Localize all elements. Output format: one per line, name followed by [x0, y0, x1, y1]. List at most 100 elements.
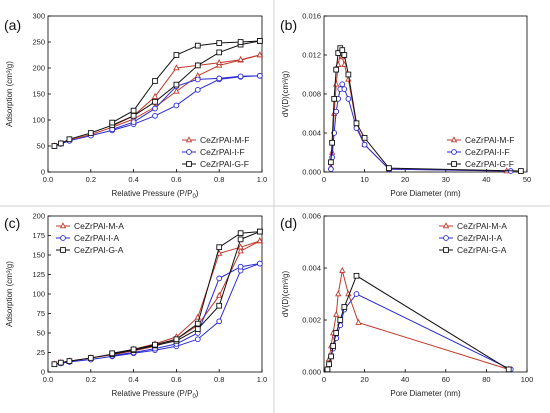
data-point — [257, 38, 263, 44]
data-point — [339, 81, 346, 88]
y-tick-label: 100 — [32, 290, 45, 299]
legend: CeZrPAl-M-F CeZrPAl-I-F CeZrPAl-G-F — [182, 135, 249, 169]
data-point — [328, 353, 334, 360]
x-tick-label: 80 — [482, 375, 490, 384]
legend-marker — [59, 222, 67, 229]
y-tick-label: 200 — [32, 64, 45, 73]
legend-marker — [443, 235, 449, 241]
data-point — [361, 135, 368, 141]
y-tick-label: 0.004 — [302, 129, 321, 138]
legend: CeZrPAl-M-A CeZrPAl-I-A CeZrPAl-G-A — [56, 221, 124, 255]
x-tick-label: 0.2 — [86, 175, 96, 184]
legend-entry: CeZrPAl-I-A — [457, 233, 503, 243]
data-point — [345, 96, 352, 102]
data-point — [130, 112, 137, 119]
data-point — [345, 71, 352, 78]
legend-entry: CeZrPAl-I-A — [74, 233, 120, 243]
data-point — [57, 140, 64, 147]
data-point — [237, 236, 244, 243]
panel-2: 0.0 0.2 0.4 0.6 0.8 1.0 0 25 50 75 100 125 150 175 200… — [4, 212, 267, 400]
legend-entry: CeZrPAl-M-F — [200, 135, 249, 145]
panel-label: (d) — [280, 215, 297, 231]
x-tick-label: 0.8 — [214, 175, 224, 184]
data-point — [194, 336, 201, 343]
data-point — [216, 49, 223, 56]
x-tick-label: 0 — [322, 175, 326, 184]
data-point — [353, 291, 360, 297]
data-point — [51, 361, 58, 368]
data-point — [66, 358, 73, 364]
data-point — [333, 311, 340, 318]
y-tick-label: 250 — [32, 38, 45, 47]
panel-label: (b) — [280, 17, 297, 33]
x-tick-label: 0.4 — [128, 175, 138, 184]
data-point — [173, 64, 180, 71]
data-point — [109, 350, 116, 357]
x-tick-label: 60 — [442, 375, 450, 384]
legend-entry: CeZrPAl-G-F — [200, 159, 249, 169]
legend-entry: CeZrPAl-G-F — [465, 159, 514, 169]
panel-label: (c) — [4, 215, 20, 231]
y-tick-label: 0 — [41, 168, 45, 177]
data-point — [353, 272, 360, 279]
data-point — [173, 336, 180, 343]
x-tick-label: 0.6 — [171, 375, 181, 384]
legend-marker — [442, 222, 450, 229]
data-point — [216, 291, 223, 298]
x-tick-label: 10 — [360, 175, 368, 184]
data-point — [87, 355, 94, 361]
data-point — [87, 130, 94, 136]
series-CeZrPAl-G-F — [51, 38, 263, 149]
y-tick-label: 0.012 — [302, 51, 321, 60]
series-CeZrPAl-I-A — [51, 260, 263, 368]
y-tick-label: 50 — [37, 329, 45, 338]
plot-frame — [323, 215, 528, 373]
y-tick-label: 175 — [32, 231, 45, 240]
x-tick-label: 0.8 — [214, 375, 224, 384]
data-point — [361, 141, 368, 148]
series-line — [327, 293, 512, 370]
x-tick-label: 0.6 — [171, 175, 181, 184]
x-tick-label: 40 — [401, 375, 409, 384]
data-point — [237, 263, 244, 270]
data-point — [353, 120, 360, 127]
data-point — [216, 40, 223, 46]
data-point — [173, 81, 180, 88]
y-axis-label: Adsorption (cm³/g) — [5, 61, 14, 127]
data-point — [173, 52, 180, 58]
data-point — [216, 302, 223, 309]
series-CeZrPAl-G-A — [324, 272, 512, 373]
data-point — [337, 317, 344, 323]
data-point — [328, 159, 334, 166]
data-point — [152, 341, 158, 348]
desorption-line — [111, 40, 260, 124]
data-point — [355, 318, 362, 325]
y-tick-label: 300 — [32, 12, 45, 21]
x-tick-label: 20 — [401, 175, 409, 184]
x-axis-label: Pore Diameter (nm) — [390, 389, 461, 398]
data-point — [152, 78, 158, 84]
y-tick-label: 0.002 — [302, 316, 321, 325]
y-tick-label: 75 — [37, 309, 45, 318]
legend-marker — [60, 235, 66, 241]
legend: CeZrPAl-M-F CeZrPAl-I-F CeZrPAl-G-F — [447, 135, 514, 169]
data-point — [216, 318, 223, 325]
data-point — [341, 52, 348, 58]
data-point — [328, 166, 334, 172]
data-point — [237, 55, 244, 62]
legend-marker — [185, 136, 193, 143]
y-tick-label: 200 — [32, 212, 45, 221]
legend-entry: CeZrPAl-M-A — [74, 221, 124, 231]
data-point — [216, 59, 223, 66]
data-point — [324, 366, 331, 373]
x-axis-label: Pore Diameter (nm) — [390, 189, 461, 198]
legend-entry: CeZrPAl-I-F — [465, 147, 510, 157]
x-tick-label: 0 — [322, 375, 326, 384]
y-tick-label: 0.000 — [302, 168, 321, 177]
panel-label: (a) — [4, 17, 21, 33]
data-point — [237, 243, 244, 250]
data-point — [329, 154, 335, 161]
data-point — [194, 326, 201, 332]
x-tick-label: 0.0 — [43, 175, 53, 184]
